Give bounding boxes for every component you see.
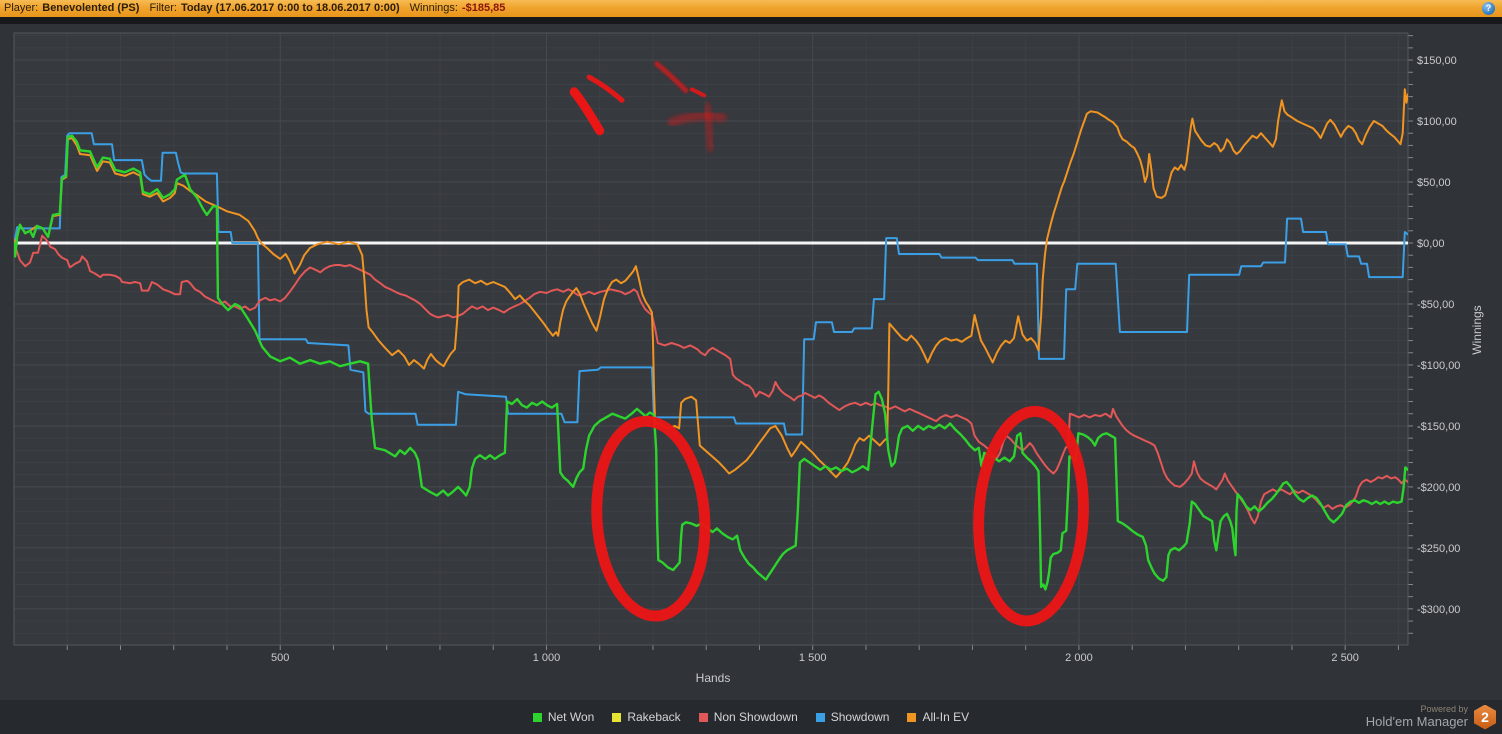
x-tick-label: 1 500 bbox=[799, 652, 827, 664]
x-tick-label: 1 000 bbox=[533, 652, 561, 664]
y-tick-label: $0,00 bbox=[1417, 238, 1445, 250]
brand-name: Hold'em Manager bbox=[1365, 713, 1468, 729]
chart-legend: Net Won Rakeback Non Showdown Showdown All-I… bbox=[0, 700, 1502, 734]
help-icon[interactable]: ? bbox=[1482, 2, 1495, 15]
annotation-stroke bbox=[569, 87, 605, 136]
y-tick-label: -$100,00 bbox=[1417, 360, 1460, 372]
x-tick-label: 500 bbox=[271, 652, 289, 664]
filter-label: Filter: bbox=[149, 2, 177, 14]
legend-label: Net Won bbox=[547, 710, 595, 724]
annotation-stroke bbox=[654, 61, 689, 94]
x-tick-label: 2 500 bbox=[1331, 652, 1359, 664]
series-net-won bbox=[14, 134, 1408, 591]
y-tick-label: -$50,00 bbox=[1417, 299, 1454, 311]
legend-swatch-icon bbox=[907, 712, 917, 722]
legend-bar: Net Won Rakeback Non Showdown Showdown All-I… bbox=[0, 700, 1502, 734]
legend-swatch-icon bbox=[698, 712, 708, 722]
legend-label: All-In EV bbox=[922, 710, 970, 724]
y-tick-label: -$150,00 bbox=[1417, 421, 1460, 433]
legend-label: Showdown bbox=[830, 710, 890, 724]
player-value: Benevolented (PS) bbox=[42, 2, 140, 14]
winnings-chart-svg: 500 1 000 1 500 2 000 2 500 $150,00 $100,00 $50… bbox=[0, 18, 1502, 700]
marker-annotations bbox=[569, 61, 1089, 627]
legend-swatch-icon bbox=[532, 712, 542, 722]
legend-swatch-icon bbox=[815, 712, 825, 722]
legend-label: Non Showdown bbox=[713, 710, 798, 724]
legend-item-non-showdown[interactable]: Non Showdown bbox=[698, 710, 798, 724]
legend-item-rakeback[interactable]: Rakeback bbox=[612, 710, 681, 724]
annotation-circle bbox=[591, 415, 711, 622]
winnings-label: Winnings: bbox=[409, 2, 458, 14]
y-tick-label: $50,00 bbox=[1417, 177, 1451, 189]
annotation-stroke bbox=[689, 87, 707, 98]
winnings-graph: 500 1 000 1 500 2 000 2 500 $150,00 $100,00 $50… bbox=[0, 18, 1502, 700]
legend-swatch-icon bbox=[612, 712, 622, 722]
x-axis-title: Hands bbox=[696, 671, 731, 685]
plot-border bbox=[13, 32, 1409, 646]
annotation-circle bbox=[973, 405, 1089, 627]
branding: Powered by Hold'em Manager 2 bbox=[1366, 702, 1496, 732]
legend-label: Rakeback bbox=[627, 710, 681, 724]
filter-value: Today (17.06.2017 0:00 to 18.06.2017 0:0… bbox=[180, 2, 400, 14]
series-lines bbox=[14, 88, 1408, 591]
annotation-stroke bbox=[702, 102, 715, 152]
series-all-in-ev bbox=[14, 88, 1408, 479]
series-showdown bbox=[14, 132, 1408, 436]
y-tick-label: $150,00 bbox=[1417, 55, 1457, 67]
top-strip bbox=[0, 18, 1502, 24]
y-tick-label: -$250,00 bbox=[1417, 543, 1460, 555]
y-tick-label: -$300,00 bbox=[1417, 604, 1460, 616]
axis-ticks bbox=[66, 35, 1413, 650]
y-tick-label: $100,00 bbox=[1417, 116, 1457, 128]
legend-item-net-won[interactable]: Net Won bbox=[532, 710, 595, 724]
hm2-logo-icon: 2 bbox=[1474, 704, 1496, 730]
status-bar: Player: Benevolented (PS) Filter: Today (17… bbox=[0, 0, 1502, 18]
powered-by-label: Powered by bbox=[1420, 703, 1468, 714]
series-non-showdown bbox=[14, 234, 1408, 525]
winnings-value: -$185,85 bbox=[461, 2, 506, 14]
legend-item-showdown[interactable]: Showdown bbox=[815, 710, 890, 724]
x-tick-label: 2 000 bbox=[1065, 652, 1093, 664]
y-axis-title: Winnings bbox=[1470, 305, 1484, 354]
legend-item-all-in-ev[interactable]: All-In EV bbox=[907, 710, 969, 724]
annotation-stroke bbox=[667, 111, 727, 127]
annotation-stroke bbox=[586, 74, 625, 103]
y-tick-label: -$200,00 bbox=[1417, 482, 1460, 494]
y-axis-labels: $150,00 $100,00 $50,00 $0,00 -$50,00 -$100,00… bbox=[1417, 55, 1460, 616]
player-label: Player: bbox=[4, 2, 39, 14]
x-axis-labels: 500 1 000 1 500 2 000 2 500 bbox=[271, 652, 1359, 664]
